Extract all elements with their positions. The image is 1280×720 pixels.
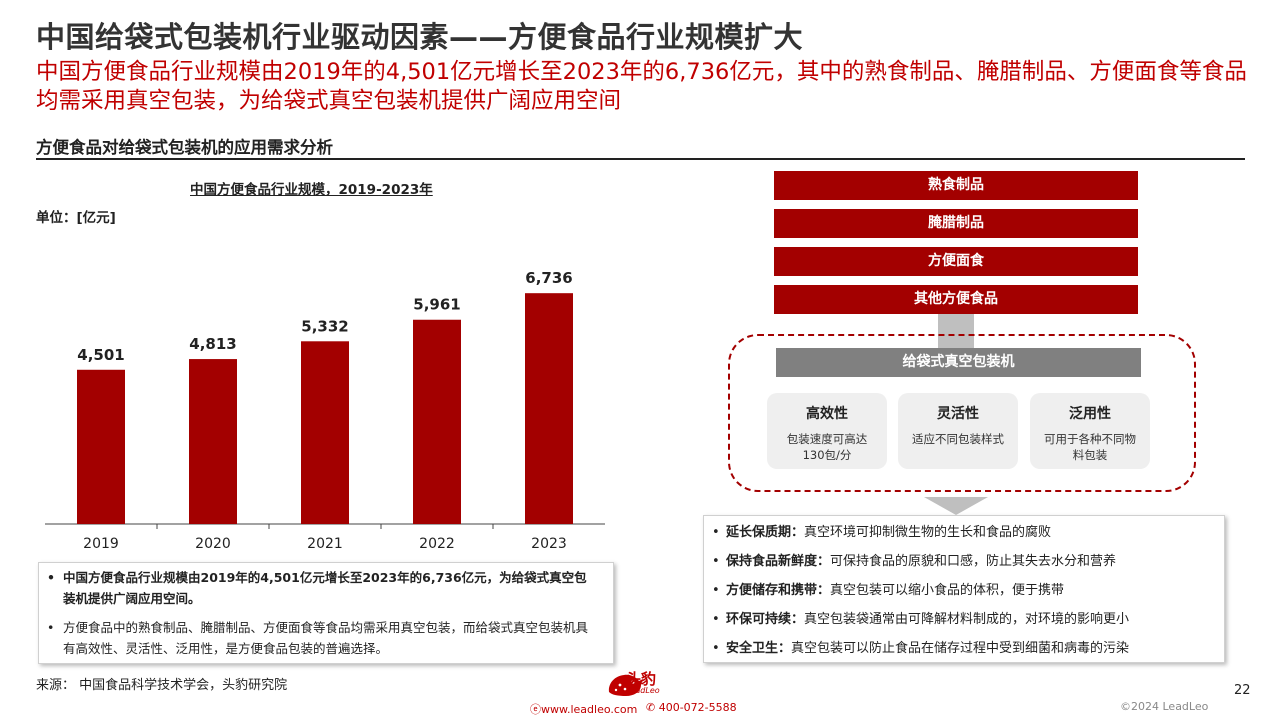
bullet-marker: • <box>47 620 55 635</box>
logo-text: 头豹 <box>626 670 657 688</box>
bar-2022 <box>413 319 461 524</box>
bullet-marker: • <box>712 612 720 627</box>
chart-unit-label: 单位：[亿元] <box>36 210 116 226</box>
bullet-marker: • <box>712 554 720 569</box>
arrow-down-icon <box>924 497 988 515</box>
chart-note-text: 方便食品中的熟食制品、腌腊制品、方便面食等食品均需采用真空包装，而给袋式真空包装… <box>63 620 589 656</box>
flow-connector <box>938 314 974 348</box>
benefit-text: 真空环境可抑制微生物的生长和食品的腐败 <box>804 525 1052 540</box>
bar-2019 <box>77 369 125 524</box>
bar-value-label: 4,813 <box>189 335 236 353</box>
logo-subtext: LeadLeo <box>626 686 660 695</box>
bar-2023 <box>525 293 573 524</box>
x-tick-label: 2020 <box>195 536 231 552</box>
x-tick-label: 2021 <box>307 536 343 552</box>
machine-label: 给袋式真空包装机 <box>776 348 1141 377</box>
x-tick-label: 2019 <box>83 536 119 552</box>
feature-card-flexibility: 灵活性 适应不同包装样式 <box>898 393 1018 469</box>
website-link[interactable]: ⓔwww.leadleo.com <box>530 701 637 717</box>
benefit-label: 方便储存和携带： <box>726 583 831 598</box>
leopard-logo-icon <box>608 674 643 696</box>
category-box-other-foods: 其他方便食品 <box>774 285 1138 314</box>
feature-card-versatility: 泛用性 可用于各种不同物料包装 <box>1030 393 1150 469</box>
benefit-label: 安全卫生： <box>726 641 792 656</box>
phone-icon: ✆ <box>646 701 656 714</box>
benefits-box: • 延长保质期：真空环境可抑制微生物的生长和食品的腐败 • 保持食品新鲜度：可保持食… <box>703 515 1225 663</box>
feature-desc: 可用于各种不同物料包装 <box>1044 432 1136 462</box>
benefit-text: 真空包装可以防止食品在储存过程中受到细菌和病毒的污染 <box>791 641 1130 656</box>
benefit-item: • 保持食品新鲜度：可保持食品的原貌和口感，防止其失去水分和营养 <box>712 547 1212 576</box>
globe-icon: ⓔ <box>530 703 541 716</box>
chart-note: • 中国方便食品行业规模由2019年的4,501亿元增长至2023年的6,736… <box>47 567 599 609</box>
machine-dashed-frame <box>728 334 1196 492</box>
phone-text: 400-072-5588 <box>658 701 737 714</box>
section-divider <box>36 158 1245 160</box>
page-title: 中国给袋式包装机行业驱动因素——方便食品行业规模扩大 <box>36 20 804 54</box>
benefit-item: • 方便储存和携带：真空包装可以缩小食品的体积，便于携带 <box>712 576 1212 605</box>
benefit-text: 真空包装可以缩小食品的体积，便于携带 <box>830 583 1065 598</box>
bullet-marker: • <box>47 570 55 585</box>
feature-title: 高效性 <box>806 406 848 422</box>
chart-title: 中国方便食品行业规模，2019-2023年 <box>190 182 433 198</box>
bar-value-label: 5,332 <box>301 317 348 335</box>
page-subtitle: 中国方便食品行业规模由2019年的4,501亿元增长至2023年的6,736亿元… <box>36 59 1247 114</box>
benefit-item: • 环保可持续：真空包装袋通常由可降解材料制成的，对环境的影响更小 <box>712 605 1212 634</box>
category-box-cured-meat: 腌腊制品 <box>774 209 1138 238</box>
benefit-text: 真空包装袋通常由可降解材料制成的，对环境的影响更小 <box>804 612 1130 627</box>
chart-note: • 方便食品中的熟食制品、腌腊制品、方便面食等食品均需采用真空包装，而给袋式真空… <box>47 617 599 659</box>
benefit-item: • 延长保质期：真空环境可抑制微生物的生长和食品的腐败 <box>712 518 1212 547</box>
bullet-marker: • <box>712 641 720 656</box>
category-box-instant-noodles: 方便面食 <box>774 247 1138 276</box>
feature-title: 泛用性 <box>1069 406 1111 422</box>
benefit-label: 延长保质期： <box>726 525 805 540</box>
bullet-marker: • <box>712 583 720 598</box>
section-title: 方便食品对给袋式包装机的应用需求分析 <box>36 138 333 157</box>
category-box-cooked-food: 熟食制品 <box>774 171 1138 200</box>
benefit-label: 保持食品新鲜度： <box>726 554 831 569</box>
phone-number: ✆ 400-072-5588 <box>646 701 737 714</box>
bar-value-label: 5,961 <box>413 296 460 314</box>
website-text: www.leadleo.com <box>541 703 638 716</box>
feature-card-efficiency: 高效性 包装速度可高达130包/分 <box>767 393 887 469</box>
feature-desc: 适应不同包装样式 <box>912 432 1004 446</box>
x-tick-label: 2022 <box>419 536 455 552</box>
chart-note-text: 中国方便食品行业规模由2019年的4,501亿元增长至2023年的6,736亿元… <box>63 570 587 606</box>
source-note: 来源： 中国食品科学技术学会，头豹研究院 <box>36 678 288 693</box>
bullet-marker: • <box>712 525 720 540</box>
bar-value-label: 4,501 <box>77 346 124 364</box>
bar-2020 <box>189 359 237 524</box>
benefit-text: 可保持食品的原貌和口感，防止其失去水分和营养 <box>830 554 1117 569</box>
bar-chart: 4,501 2019 4,813 2020 5,332 2021 5,961 2022 6,73… <box>45 269 605 552</box>
benefit-label: 环保可持续： <box>726 612 805 627</box>
page-number: 22 <box>1234 683 1251 698</box>
bar-value-label: 6,736 <box>525 269 572 287</box>
benefit-item: • 安全卫生：真空包装可以防止食品在储存过程中受到细菌和病毒的污染 <box>712 634 1212 663</box>
feature-desc: 包装速度可高达130包/分 <box>786 432 868 462</box>
chart-notes-box: • 中国方便食品行业规模由2019年的4,501亿元增长至2023年的6,736… <box>38 562 614 664</box>
bar-series: 4,501 2019 4,813 2020 5,332 2021 5,961 2022 6,73… <box>77 269 573 552</box>
x-tick-label: 2023 <box>531 536 567 552</box>
feature-title: 灵活性 <box>937 406 979 422</box>
copyright: ©2024 LeadLeo <box>1120 700 1209 713</box>
bar-2021 <box>301 341 349 524</box>
